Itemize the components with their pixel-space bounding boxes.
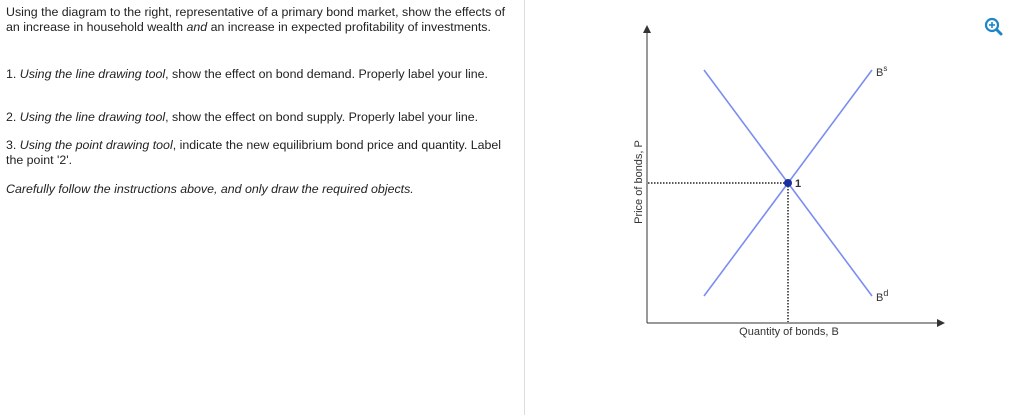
text: d [883,288,888,298]
text: , show the effect on bond demand. Proper… [165,67,488,81]
text: s [883,64,887,73]
text: Using the line drawing tool [19,67,166,81]
text: Carefully follow the instructions above,… [6,182,414,196]
text: Using the line drawing tool [19,110,166,124]
supply-label: Bs [876,64,887,79]
text: 2. [6,110,20,124]
note: Carefully follow the instructions above,… [6,182,511,197]
demand-label: Bd [876,288,888,304]
intro: Using the diagram to the right, represen… [6,5,511,34]
text: B [876,67,883,79]
text: B [876,292,883,304]
text: 3. [6,138,20,152]
arrow [937,319,945,327]
step: 2. Using the line drawing tool, show the… [6,110,511,125]
text: , indicate the new equilibrium bond pric… [6,138,502,167]
text: Using the diagram to the right, represen… [6,5,506,34]
arrow [643,25,651,33]
step: 1. Using the line drawing tool, show the… [6,67,511,82]
text: an increase in expected profitability of… [207,19,491,34]
equilibrium-point[interactable] [784,179,792,187]
text: 1. [6,67,20,81]
text: , show the effect on bond supply. Proper… [165,110,479,124]
step: 3. Using the point drawing tool, indicat… [6,138,511,167]
text: Using the point drawing tool [19,138,173,152]
point-label: 1 [795,178,801,190]
x-axis-label: Quantity of bonds, B [739,326,839,338]
instructions-panel: Using the diagram to the right, represen… [6,0,525,415]
zoom-icon[interactable] [984,17,1003,36]
text: and [186,19,208,34]
y-axis-label: Price of bonds, P [633,140,645,224]
